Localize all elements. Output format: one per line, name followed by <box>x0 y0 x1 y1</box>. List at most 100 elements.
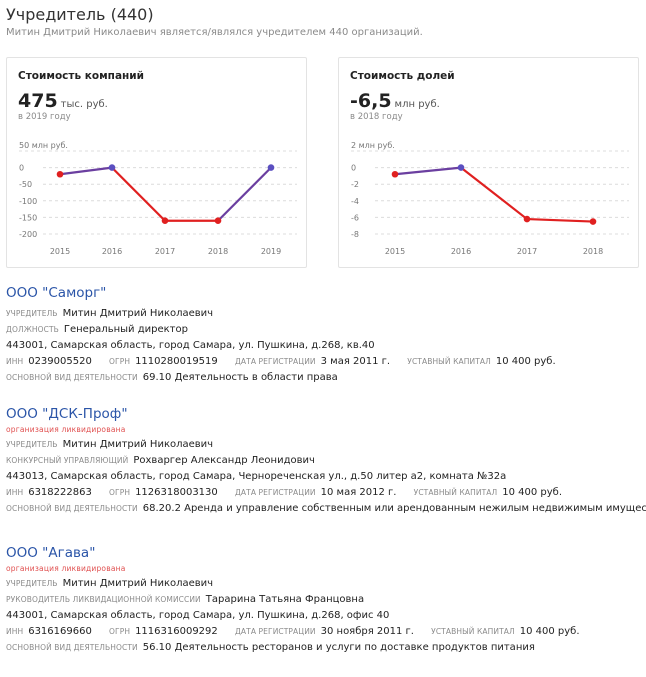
org-inn: 6316169660 <box>28 626 92 637</box>
x-tick-label: 2015 <box>50 247 70 256</box>
companies-value-unit: тыс. руб. <box>60 99 108 110</box>
org-role: Тарарина Татьяна Францовна <box>205 594 365 605</box>
org-reg-date: 3 мая 2011 г. <box>320 356 391 367</box>
data-point <box>457 164 465 171</box>
org-card: ООО "ДСК-Проф" организация ликвидирована… <box>6 406 646 514</box>
org-ogrn: 1116316009292 <box>135 626 218 637</box>
y-tick-label: -50 <box>19 180 32 189</box>
org-founder-label: учредитель <box>6 309 58 318</box>
companies-value-number: 475 <box>18 90 58 112</box>
org-inn: 0239005520 <box>28 356 92 367</box>
org-founder[interactable]: Митин Дмитрий Николаевич <box>62 578 214 589</box>
data-point <box>391 170 399 178</box>
org-role-label: должность <box>6 325 59 334</box>
org-capital: 10 400 руб. <box>519 626 580 637</box>
org-activity-row: основной вид деятельности 68.20.2 Аренда … <box>6 503 646 514</box>
org-name-link[interactable]: ООО "ДСК-Проф" <box>6 406 128 422</box>
org-inn-label: инн <box>6 488 24 497</box>
org-role-row: руководитель ликвидационной комиссии Тара… <box>6 594 642 605</box>
org-founder[interactable]: Митин Дмитрий Николаевич <box>62 439 214 450</box>
y-tick-label: 0 <box>351 164 356 173</box>
org-founder-row: учредитель Митин Дмитрий Николаевич <box>6 308 642 319</box>
org-activity-row: основной вид деятельности 69.10 Деятельно… <box>6 372 642 383</box>
companies-year-note: в 2019 году <box>18 112 71 122</box>
org-ogrn-label: огрн <box>109 488 131 497</box>
y-tick-label: -8 <box>351 230 359 239</box>
data-point <box>589 218 597 225</box>
org-reg-date: 10 мая 2012 г. <box>320 487 397 498</box>
org-capital: 10 400 руб. <box>502 487 563 498</box>
y-tick-label: -2 <box>351 180 359 189</box>
x-tick-label: 2018 <box>583 247 603 256</box>
series-segment <box>525 217 595 223</box>
org-card: ООО "Агава" организация ликвидирована уч… <box>6 545 642 653</box>
data-point <box>214 217 222 225</box>
org-role: Генеральный директор <box>63 324 188 335</box>
y-top-label: 50 млн руб. <box>19 141 68 150</box>
org-status-badge: организация ликвидирована <box>6 425 126 434</box>
org-capital: 10 400 руб. <box>495 356 556 367</box>
x-tick-label: 2015 <box>385 247 405 256</box>
org-address: 443013, Самарская область, город Самара,… <box>6 471 507 482</box>
org-ids-row: инн 6318222863 огрн 1126318003130 дата рег… <box>6 487 642 498</box>
data-point <box>108 164 116 171</box>
x-tick-label: 2017 <box>155 247 175 256</box>
org-role-label: конкурсный управляющий <box>6 456 129 465</box>
shares-value-unit: млн руб. <box>394 99 440 110</box>
x-tick-label: 2017 <box>517 247 537 256</box>
org-address: 443001, Самарская область, город Самара,… <box>6 340 375 351</box>
org-reg-label: дата регистрации <box>234 488 316 497</box>
org-founder-row: учредитель Митин Дмитрий Николаевич <box>6 578 642 589</box>
org-inn-label: инн <box>6 627 24 636</box>
org-activity: 56.10 Деятельность ресторанов и услуги п… <box>142 642 535 653</box>
data-point <box>267 164 275 171</box>
org-inn: 6318222863 <box>28 487 92 498</box>
series-segment <box>58 166 114 176</box>
shares-value-number: -6,5 <box>350 90 392 112</box>
org-founder-label: учредитель <box>6 579 58 588</box>
y-tick-label: -200 <box>19 230 37 239</box>
org-ogrn: 1110280019519 <box>135 356 218 367</box>
org-role-row: конкурсный управляющий Рохваргер Александ… <box>6 455 642 466</box>
org-ogrn-label: огрн <box>109 357 131 366</box>
org-role-label: руководитель ликвидационной комиссии <box>6 595 201 604</box>
shares-card-value: -6,5 млн руб. <box>350 90 440 112</box>
x-tick-label: 2018 <box>208 247 228 256</box>
series-segment <box>393 166 463 176</box>
org-ids-row: инн 6316169660 огрн 1116316009292 дата рег… <box>6 626 642 637</box>
org-founder[interactable]: Митин Дмитрий Николаевич <box>62 308 214 319</box>
org-cap-label: уставный капитал <box>413 488 498 497</box>
series-segment <box>216 166 273 222</box>
org-activity: 68.20.2 Аренда и управление собственным … <box>142 503 646 514</box>
y-tick-label: -100 <box>19 197 37 206</box>
org-address: 443001, Самарская область, город Самара,… <box>6 610 390 621</box>
shares-value-chart: 2 млн руб. 0 -2 -4 -6 -8 2015 2016 2017 2018 <box>351 141 629 256</box>
companies-value-chart: 50 млн руб. 0 -50 -100 -150 -200 2015 2016 2017 2… <box>19 141 297 256</box>
shares-card-title: Стоимость долей <box>350 70 455 82</box>
companies-value-card: Стоимость компаний 475 тыс. руб. в 2019 г… <box>6 57 307 268</box>
page-subtitle: Митин Дмитрий Николаевич является/являлс… <box>6 27 423 38</box>
series-segment <box>110 166 167 222</box>
shares-value-card: Стоимость долей -6,5 млн руб. в 2018 году… <box>338 57 639 268</box>
page-title: Учредитель (440) <box>6 5 154 24</box>
org-role: Рохваргер Александр Леонидович <box>133 455 315 466</box>
org-name-link[interactable]: ООО "Агава" <box>6 545 96 561</box>
series-segment <box>459 166 529 221</box>
org-ogrn-label: огрн <box>109 627 131 636</box>
org-founder-row: учредитель Митин Дмитрий Николаевич <box>6 439 642 450</box>
data-point <box>56 170 64 178</box>
org-reg-date: 30 ноября 2011 г. <box>320 626 414 637</box>
org-inn-label: инн <box>6 357 24 366</box>
org-role-row: должность Генеральный директор <box>6 324 642 335</box>
x-tick-label: 2016 <box>102 247 122 256</box>
org-name-link[interactable]: ООО "Саморг" <box>6 285 107 301</box>
org-ogrn: 1126318003130 <box>135 487 218 498</box>
org-activity-label: основной вид деятельности <box>6 643 138 652</box>
org-reg-label: дата регистрации <box>234 627 316 636</box>
org-activity-row: основной вид деятельности 56.10 Деятельно… <box>6 642 642 653</box>
x-tick-label: 2019 <box>261 247 281 256</box>
companies-card-title: Стоимость компаний <box>18 70 144 82</box>
org-activity-label: основной вид деятельности <box>6 373 138 382</box>
org-cap-label: уставный капитал <box>407 357 491 366</box>
org-cap-label: уставный капитал <box>431 627 515 636</box>
